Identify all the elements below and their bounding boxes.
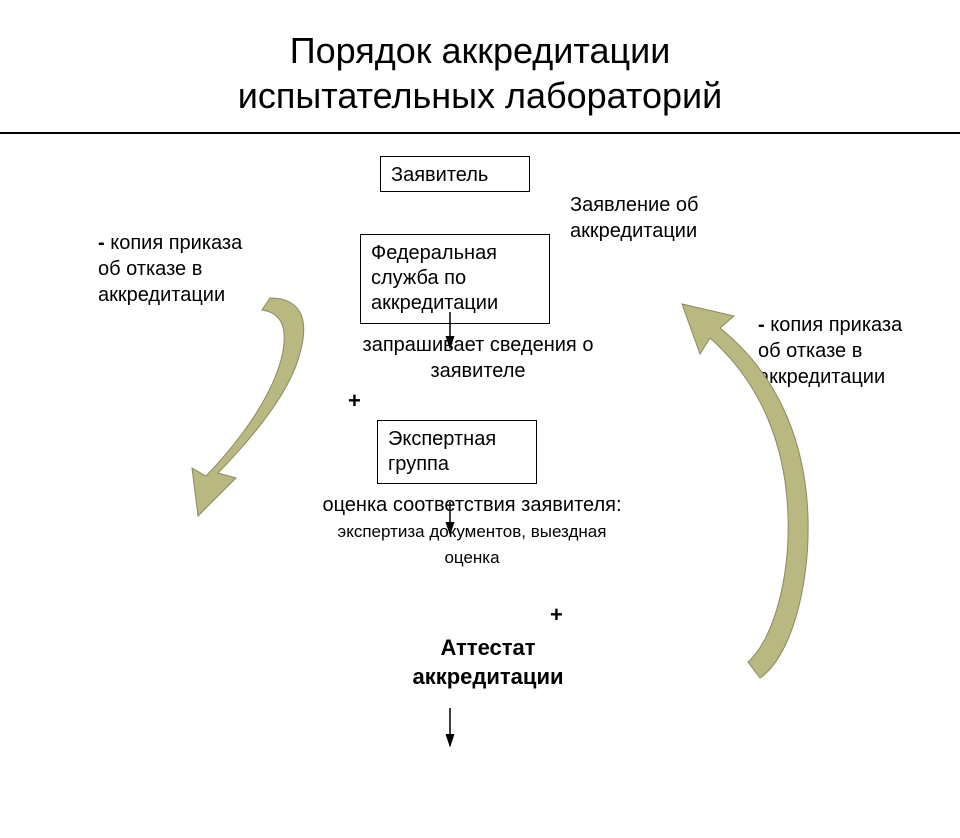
- title-line2: испытательных лабораторий: [238, 75, 723, 116]
- curved-arrows: [0, 118, 960, 838]
- curved-arrow-left: [192, 298, 304, 516]
- title-line1: Порядок аккредитации: [290, 30, 671, 71]
- page-title: Порядок аккредитации испытательных лабор…: [0, 0, 960, 118]
- curved-arrow-right: [682, 304, 808, 678]
